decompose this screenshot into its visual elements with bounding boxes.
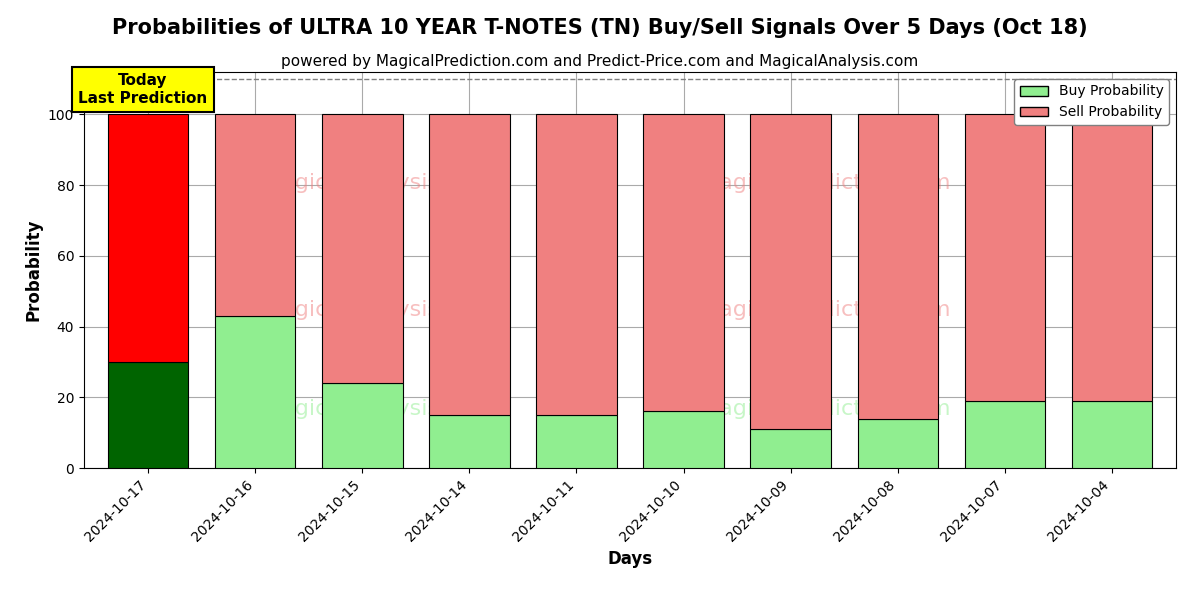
Text: Probabilities of ULTRA 10 YEAR T-NOTES (TN) Buy/Sell Signals Over 5 Days (Oct 18: Probabilities of ULTRA 10 YEAR T-NOTES (… (112, 18, 1088, 38)
Bar (750, 115, 830, 429)
Bar (643, 115, 724, 412)
Bar (536, 415, 617, 468)
Text: MagicalPrediction.com: MagicalPrediction.com (701, 299, 952, 320)
Bar (430, 415, 510, 468)
Bar (323, 383, 402, 468)
Text: MagicalPrediction.com: MagicalPrediction.com (701, 173, 952, 193)
Bar (965, 115, 1045, 401)
Bar (215, 316, 295, 468)
Text: MagicalAnalysis.com: MagicalAnalysis.com (263, 398, 494, 419)
Bar (643, 412, 724, 468)
Legend: Buy Probability, Sell Probability: Buy Probability, Sell Probability (1014, 79, 1169, 125)
Bar (965, 401, 1045, 468)
Bar (1072, 401, 1152, 468)
Text: MagicalAnalysis.com: MagicalAnalysis.com (263, 173, 494, 193)
Text: MagicalPrediction.com: MagicalPrediction.com (701, 398, 952, 419)
Bar (858, 115, 937, 419)
Bar (750, 429, 830, 468)
Bar (215, 115, 295, 316)
Bar (430, 115, 510, 415)
Bar (108, 362, 188, 468)
Bar (858, 419, 937, 468)
X-axis label: Days: Days (607, 550, 653, 568)
Text: Today
Last Prediction: Today Last Prediction (78, 73, 208, 106)
Bar (536, 115, 617, 415)
Text: MagicalAnalysis.com: MagicalAnalysis.com (263, 299, 494, 320)
Bar (108, 115, 188, 362)
Bar (1072, 115, 1152, 401)
Bar (323, 115, 402, 383)
Y-axis label: Probability: Probability (24, 219, 42, 321)
Text: powered by MagicalPrediction.com and Predict-Price.com and MagicalAnalysis.com: powered by MagicalPrediction.com and Pre… (281, 54, 919, 69)
